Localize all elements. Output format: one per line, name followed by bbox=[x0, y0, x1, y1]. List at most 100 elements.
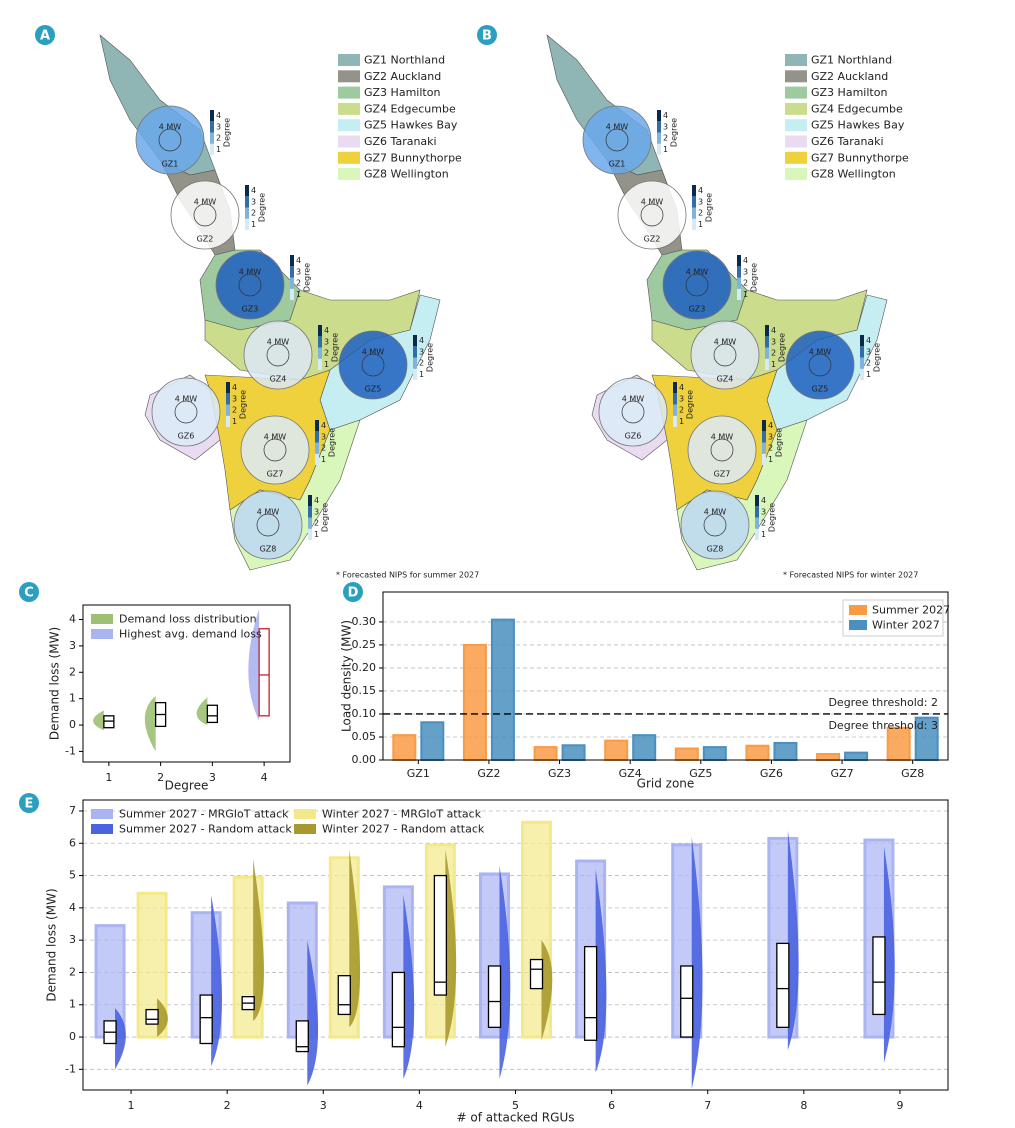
legend-swatch bbox=[91, 809, 113, 819]
scale-label: 4 MW bbox=[606, 123, 629, 132]
bar bbox=[462, 643, 487, 762]
panel-label: C bbox=[24, 586, 34, 601]
bar bbox=[561, 744, 586, 762]
y-tick-label: 0.20 bbox=[352, 661, 377, 674]
y-tick-label: 0.25 bbox=[352, 638, 377, 651]
bar bbox=[816, 753, 841, 761]
degree-bar bbox=[762, 431, 766, 443]
zone-circle bbox=[690, 320, 760, 390]
zone-label: GZ5 bbox=[812, 385, 829, 394]
x-tick-label: GZ1 bbox=[407, 767, 430, 780]
zone-circle bbox=[338, 330, 408, 400]
legend-swatch bbox=[338, 102, 360, 115]
box bbox=[295, 1020, 309, 1053]
degree-bar bbox=[315, 420, 319, 432]
legend-label: Winter 2027 - Random attack bbox=[322, 823, 485, 836]
degree-bar bbox=[315, 442, 319, 454]
degree-tick: 2 bbox=[768, 444, 773, 453]
legend-swatch bbox=[785, 151, 807, 164]
legend-swatch bbox=[338, 119, 360, 132]
bar bbox=[844, 751, 869, 762]
zone-label: GZ7 bbox=[267, 470, 284, 479]
legend-label: GZ6 Taranaki bbox=[811, 135, 884, 148]
panel-badge bbox=[19, 582, 39, 602]
degree-bar bbox=[308, 506, 312, 518]
y-tick-label: 1 bbox=[69, 998, 76, 1011]
degree-tick: 2 bbox=[419, 359, 424, 368]
x-axis-label: Degree bbox=[165, 779, 209, 793]
zone-circle bbox=[662, 250, 732, 320]
x-tick-label: 1 bbox=[128, 1099, 135, 1112]
scale-label: 4 MW bbox=[641, 198, 664, 207]
degree-bar bbox=[755, 506, 759, 518]
violin bbox=[253, 859, 264, 1021]
x-tick-label: GZ5 bbox=[689, 767, 712, 780]
degree-bar bbox=[737, 288, 741, 300]
degree-label: Degree bbox=[239, 390, 248, 419]
x-axis-label: # of attacked RGUs bbox=[457, 1111, 575, 1125]
degree-bar bbox=[318, 325, 322, 337]
degree-label: Degree bbox=[750, 263, 759, 292]
degree-tick: 4 bbox=[251, 186, 256, 195]
box bbox=[433, 874, 448, 996]
x-tick-label: GZ2 bbox=[477, 767, 500, 780]
zone-inner bbox=[605, 128, 629, 152]
x-tick-label: 5 bbox=[512, 1099, 519, 1112]
degree-tick: 1 bbox=[251, 220, 256, 229]
degree-tick: 3 bbox=[743, 267, 748, 276]
degree-tick: 2 bbox=[743, 279, 748, 288]
zone-circle bbox=[598, 377, 668, 447]
zone-label: GZ6 bbox=[178, 432, 195, 441]
degree-tick: 2 bbox=[321, 444, 326, 453]
y-axis-label: Demand loss (MW) bbox=[45, 888, 59, 1001]
degree-bar bbox=[737, 277, 741, 289]
box bbox=[776, 942, 790, 1028]
x-tick-label: GZ7 bbox=[831, 767, 854, 780]
degree-bar bbox=[673, 382, 677, 394]
panel-badge bbox=[35, 25, 55, 45]
scale-label: 4 MW bbox=[194, 198, 217, 207]
zone-label: GZ1 bbox=[162, 160, 179, 169]
zone-inner bbox=[621, 400, 645, 424]
zone-circle bbox=[680, 490, 750, 560]
x-tick-label: 2 bbox=[157, 771, 164, 784]
box bbox=[145, 1008, 159, 1025]
violin bbox=[115, 1007, 126, 1070]
x-tick-label: 6 bbox=[608, 1099, 615, 1112]
panel-label: E bbox=[25, 797, 34, 812]
degree-tick: 4 bbox=[866, 336, 871, 345]
x-tick-label: 9 bbox=[896, 1099, 903, 1112]
zone-inner bbox=[238, 273, 262, 297]
degree-bar bbox=[755, 495, 759, 507]
legend-label: Summer 2027 - MRGIoT attack bbox=[119, 808, 289, 821]
degree-bar bbox=[290, 266, 294, 278]
degree-tick: 1 bbox=[698, 220, 703, 229]
legend-swatch bbox=[785, 168, 807, 181]
legend-label: GZ6 Taranaki bbox=[364, 135, 437, 148]
bar bbox=[420, 721, 445, 761]
legend-swatch bbox=[338, 135, 360, 148]
degree-label: Degree bbox=[321, 503, 330, 532]
degree-tick: 4 bbox=[698, 186, 703, 195]
degree-bar bbox=[692, 196, 696, 208]
degree-bar bbox=[860, 335, 864, 347]
scale-label: 4 MW bbox=[159, 123, 182, 132]
degree-tick: 4 bbox=[761, 496, 766, 505]
degree-label: Degree bbox=[258, 193, 267, 222]
legend-label: Winter 2027 bbox=[872, 619, 940, 632]
scale-label: 4 MW bbox=[362, 348, 385, 357]
zone-inner bbox=[193, 203, 217, 227]
legend-swatch bbox=[785, 119, 807, 132]
degree-tick: 3 bbox=[314, 507, 319, 516]
degree-tick: 4 bbox=[321, 421, 326, 430]
panel-badge bbox=[477, 25, 497, 45]
degree-tick: 1 bbox=[771, 360, 776, 369]
y-tick-label: 3 bbox=[69, 933, 76, 946]
legend-label: GZ3 Hamilton bbox=[811, 86, 887, 99]
zone-circle bbox=[687, 415, 757, 485]
legend-label: GZ8 Wellington bbox=[811, 168, 896, 181]
y-tick-label: 3 bbox=[69, 639, 76, 652]
degree-bar bbox=[308, 495, 312, 507]
box bbox=[583, 945, 598, 1041]
